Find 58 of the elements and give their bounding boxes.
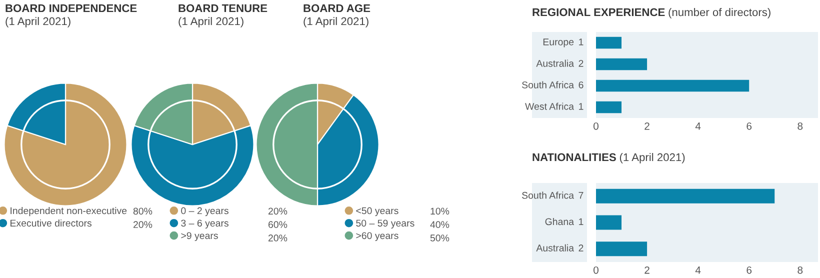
data-label: 2 [578,244,584,252]
chart-title: NATIONALITIES [532,153,616,162]
y-tick-label: Australia [536,244,574,252]
chart-subtitle: (1 April 2021) [620,153,685,164]
bar [596,188,775,204]
x-tick-label: 0 [594,266,598,274]
chart-title: BOARD TENURE [178,4,268,12]
data-label: 20% [268,208,288,215]
legend-label: Independent non-executive [10,207,127,216]
chart-subtitle: (number of directors) [668,8,770,18]
bar [596,80,750,92]
x-tick-label: 2 [644,266,650,274]
legend-label: 0 – 2 years [181,207,228,216]
legend-label: >60 years [356,232,398,241]
x-tick-label: 0 [594,122,598,130]
bar [596,58,648,70]
legend-label: Executive directors [10,219,92,227]
y-tick-label: South Africa [522,81,574,88]
x-tick-label: 4 [695,122,701,130]
pie-slice [4,82,128,206]
chart-title: BOARD INDEPENDENCE [6,4,137,12]
x-tick-label: 6 [746,122,752,130]
x-tick-label: 8 [798,266,803,274]
data-label: 7 [578,192,584,199]
y-tick-label: West Africa [525,102,574,110]
bar [596,215,622,230]
data-label: 60% [268,221,288,228]
y-tick-label: South Africa [522,192,574,199]
y-tick-label: Australia [536,60,574,67]
data-label: 1 [579,218,584,226]
data-label: 50% [430,234,450,242]
x-tick-label: 2 [644,122,650,130]
chart-title: REGIONAL EXPERIENCE [532,8,665,16]
x-tick-label: 4 [695,266,701,274]
bar [596,36,622,49]
bar [596,101,622,114]
x-tick-label: 8 [798,122,803,130]
y-tick-label: Ghana [545,218,574,226]
data-label: 2 [578,60,584,67]
data-label: 80% [133,208,152,215]
data-label: 6 [578,81,584,88]
legend-label: 50 – 59 years [356,220,414,229]
x-tick-label: 6 [746,266,752,274]
data-label: 1 [579,38,584,46]
legend-label: <50 years [356,207,398,216]
legend-label: >9 years [181,232,218,241]
data-label: 20% [133,221,152,228]
data-label: 10% [430,208,450,215]
data-label: 20% [268,234,288,242]
chart-subtitle: (1 April 2021) [304,17,368,28]
legend-label: 3 – 6 years [181,220,228,229]
data-label: 40% [430,221,450,228]
data-label: 1 [579,103,584,110]
chart-subtitle: (1 April 2021) [6,17,70,28]
bar [596,242,648,256]
chart-title: BOARD AGE [304,4,370,12]
chart-subtitle: (1 April 2021) [178,17,244,28]
y-tick-label: Europe [543,38,574,48]
